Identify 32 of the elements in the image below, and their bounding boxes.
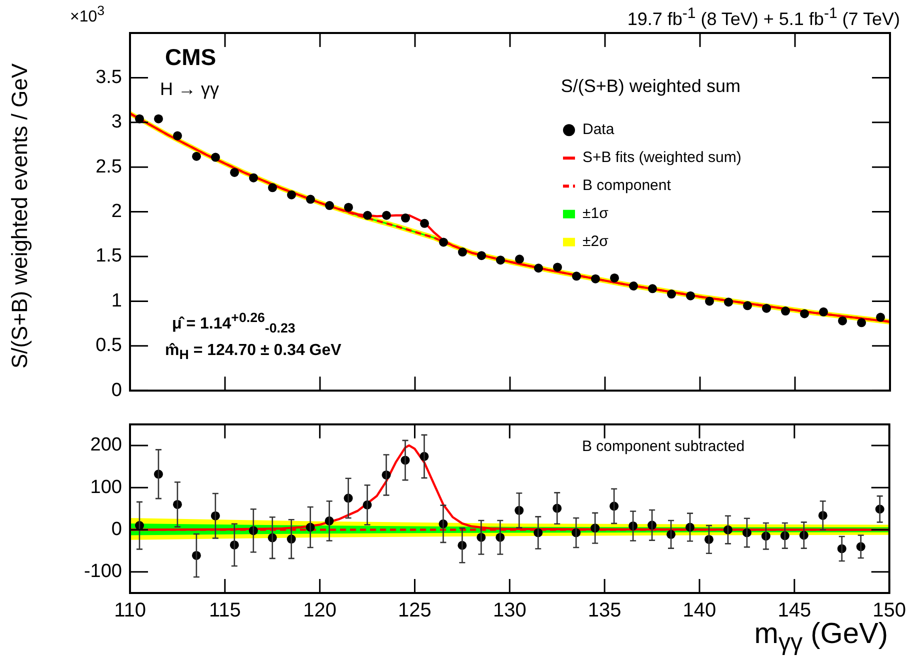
annotation: CMS (165, 44, 216, 70)
annotation: m̂$_{H}$ = 124.70 ± 0.34 GeV (165, 342, 342, 362)
annotation: B component subtracted (582, 438, 745, 455)
y-axis-title: S/(S+B) weighted events / GeV (7, 62, 32, 368)
legend-label: ±1σ (582, 205, 610, 222)
y-tick-label: 0.5 (96, 335, 122, 356)
text: ×10$^{3}$ (70, 3, 105, 26)
y-tick-label: 100 (90, 476, 122, 498)
legend-label: B component (582, 177, 672, 194)
x-tick-label: 140 (682, 600, 716, 622)
x-tick-label: 125 (398, 600, 432, 622)
x-tick-label: 120 (303, 600, 337, 622)
y-tick-label: 200 (90, 434, 122, 456)
x-tick-label: 115 (208, 600, 241, 622)
annotation: H → γγ (160, 79, 220, 99)
chart-title: 19.7 fb$^{-1}$ (8 TeV) + 5.1 fb$^{-1}$ (7 TeV) (627, 5, 900, 29)
y-tick-label: 2 (111, 201, 122, 222)
x-tick-label: 135 (588, 600, 622, 622)
y-tick-label: 3 (111, 112, 122, 133)
y-tick-label: 1.5 (96, 246, 122, 267)
x-tick-label: 130 (492, 600, 526, 622)
legend-label: S+B fits (weighted sum) (582, 149, 742, 166)
legend-label: ±2σ (582, 233, 610, 250)
y-tick-label: 0 (111, 380, 122, 401)
y-tick-label: 2.5 (96, 156, 122, 178)
y-tick-label: -100 (84, 561, 122, 582)
legend-label: Data (582, 121, 615, 138)
y-tick-label: 1 (111, 290, 122, 312)
y-tick-label: 3.5 (96, 66, 122, 88)
legend-title: S/(S+B) weighted sum (560, 76, 740, 96)
y-tick-label: 0 (111, 519, 122, 540)
x-tick-label: 110 (114, 600, 146, 622)
